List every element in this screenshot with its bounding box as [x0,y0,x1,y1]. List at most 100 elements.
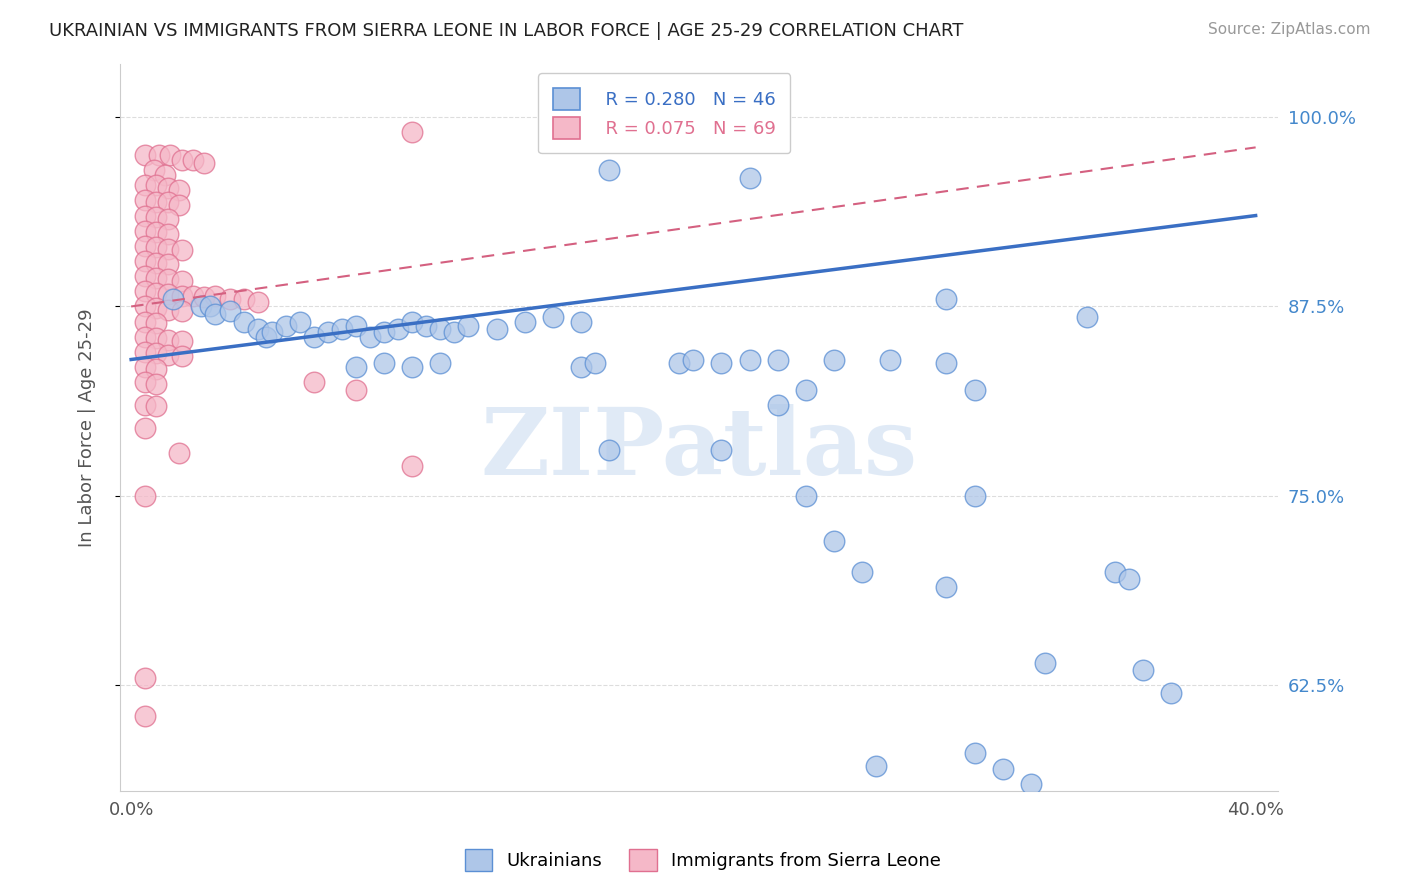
Point [963,747,986,761]
Point [541,310,564,324]
Point [134,330,156,344]
Point [198,300,221,314]
Legend: Ukrainians, Immigrants from Sierra Leone: Ukrainians, Immigrants from Sierra Leone [458,842,948,879]
Point [246,294,269,309]
Point [254,330,277,344]
Point [991,762,1014,776]
Point [145,285,167,300]
Point [193,290,215,304]
Point [963,383,986,397]
Point [865,758,887,772]
Point [167,183,190,197]
Point [935,580,957,594]
Point [401,458,423,473]
Point [190,300,212,314]
Point [302,330,325,344]
Point [302,376,325,390]
Point [145,210,167,224]
Point [1104,565,1126,579]
Point [170,153,193,167]
Point [156,242,179,256]
Point [170,289,193,303]
Point [156,333,179,347]
Point [170,350,193,364]
Point [232,315,254,329]
Point [145,376,167,391]
Point [156,287,179,301]
Text: ZIPatlas: ZIPatlas [481,404,918,494]
Point [170,274,193,288]
Legend:   R = 0.280   N = 46,   R = 0.075   N = 69: R = 0.280 N = 46, R = 0.075 N = 69 [538,73,790,153]
Point [156,181,179,195]
Point [193,155,215,169]
Point [274,319,297,334]
Point [429,355,451,369]
Point [260,325,283,339]
Point [513,315,536,329]
Point [218,292,240,306]
Point [738,170,761,185]
Point [415,319,437,334]
Point [443,325,465,339]
Point [401,315,423,329]
Point [794,489,817,503]
Point [682,352,704,367]
Point [145,301,167,315]
Point [153,168,176,182]
Point [935,355,957,369]
Point [142,163,165,178]
Point [935,292,957,306]
Point [134,708,156,723]
Point [167,198,190,212]
Point [457,319,479,334]
Point [181,153,204,167]
Point [569,360,592,375]
Point [134,398,156,412]
Point [134,239,156,253]
Point [401,125,423,139]
Point [134,376,156,390]
Point [373,355,395,369]
Point [823,534,845,549]
Point [134,148,156,162]
Point [156,302,179,317]
Point [204,307,226,321]
Point [766,352,789,367]
Point [344,319,367,334]
Point [134,269,156,284]
Point [134,209,156,223]
Point [148,148,170,162]
Point [1160,686,1182,700]
Point [156,272,179,286]
Point [794,383,817,397]
Point [288,315,311,329]
Point [1033,656,1056,670]
Point [668,355,690,369]
Point [156,211,179,226]
Point [429,322,451,336]
Point [156,348,179,362]
Point [218,304,240,318]
Point [134,345,156,359]
Point [145,225,167,239]
Point [401,360,423,375]
Point [156,257,179,271]
Point [167,446,190,460]
Point [1118,572,1140,586]
Point [181,289,204,303]
Point [145,331,167,345]
Point [1076,310,1098,324]
Point [145,240,167,254]
Point [170,304,193,318]
Point [373,325,395,339]
Y-axis label: In Labor Force | Age 25-29: In Labor Force | Age 25-29 [79,309,96,547]
Point [145,178,167,193]
Point [134,489,156,503]
Point [145,194,167,209]
Point [134,178,156,193]
Point [823,352,845,367]
Point [246,322,269,336]
Point [851,565,873,579]
Point [134,224,156,238]
Point [134,194,156,208]
